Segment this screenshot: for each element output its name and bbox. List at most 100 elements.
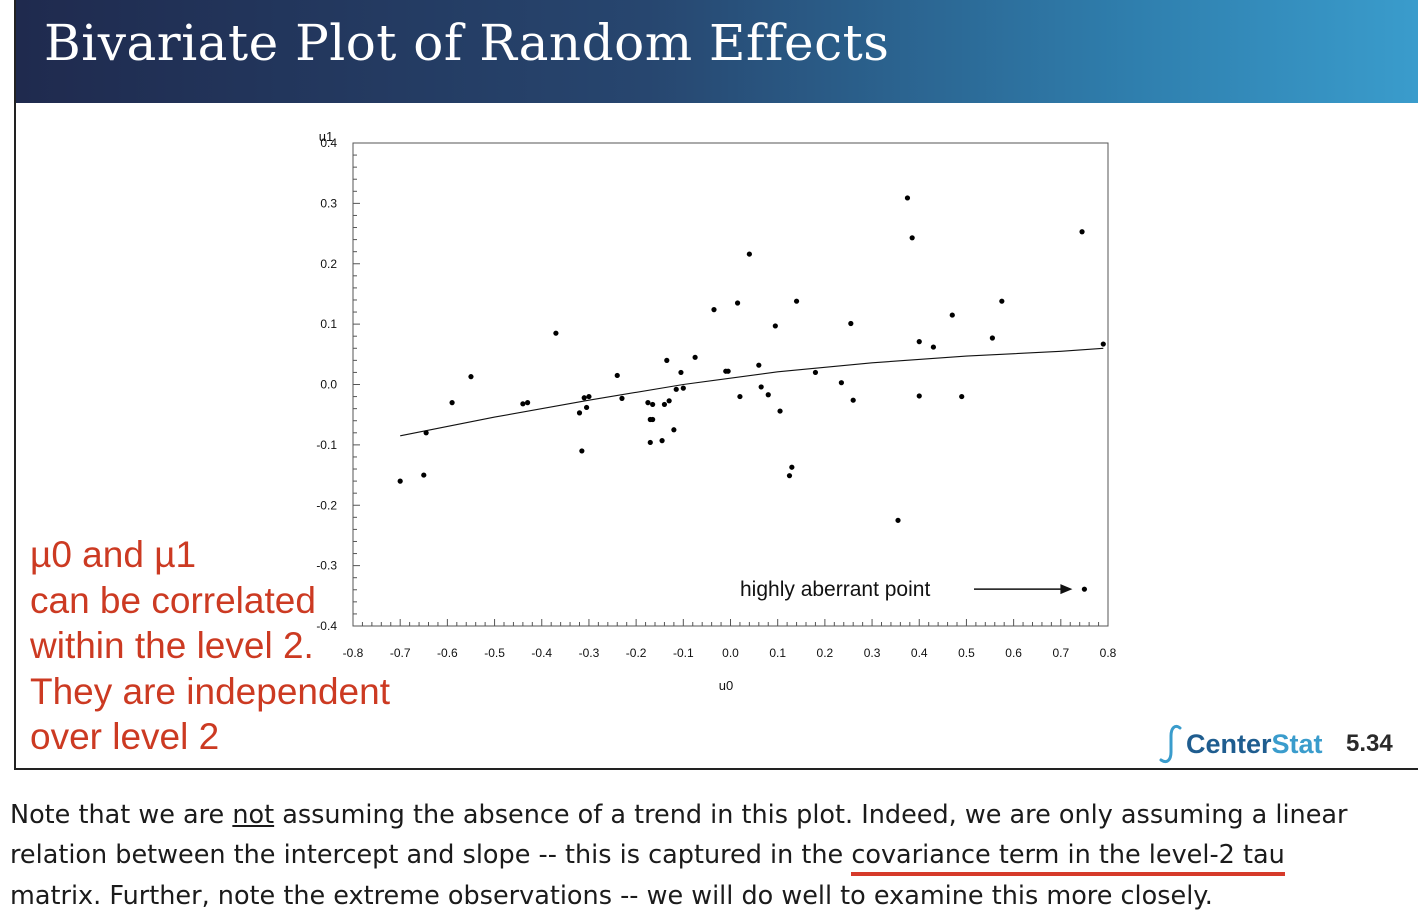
data-point xyxy=(848,320,854,327)
data-point xyxy=(1079,229,1085,235)
y-tick-label: 0.4 xyxy=(320,136,337,150)
x-tick-label: -0.8 xyxy=(343,646,364,660)
x-tick-label: -0.7 xyxy=(390,646,411,660)
x-tick-label: 0.5 xyxy=(958,646,975,660)
data-point xyxy=(734,300,741,306)
x-tick-label: -0.5 xyxy=(484,646,505,660)
data-point xyxy=(772,323,778,329)
x-axis-label: u0 xyxy=(719,678,733,693)
data-point xyxy=(1081,586,1088,592)
data-point xyxy=(619,395,625,401)
annotation-line: µ0 and µ1 xyxy=(30,534,197,575)
note-text: relation between the intercept and slope… xyxy=(10,840,852,870)
data-point xyxy=(999,298,1005,304)
x-tick-label: -0.1 xyxy=(673,646,694,660)
data-point xyxy=(1100,341,1106,347)
integral-icon xyxy=(1159,724,1182,764)
data-point xyxy=(449,400,455,406)
speaker-note: Note that we are not assuming the absenc… xyxy=(10,795,1414,916)
note-line-3: matrix. Further, note the extreme observ… xyxy=(10,881,1213,911)
data-point xyxy=(579,448,585,454)
data-point xyxy=(904,195,911,201)
x-tick-label: -0.4 xyxy=(531,646,552,660)
data-point xyxy=(678,369,684,376)
data-point xyxy=(756,362,762,368)
note-line-1: Note that we are not assuming the absenc… xyxy=(10,795,1414,835)
x-tick-label: 0.0 xyxy=(722,646,739,660)
slide-title: Bivariate Plot of Random Effects xyxy=(44,14,890,72)
slide: Bivariate Plot of Random Effects xyxy=(14,0,1418,770)
data-point xyxy=(645,400,651,406)
title-bar: Bivariate Plot of Random Effects xyxy=(16,0,1418,103)
y-axis-label: u1 xyxy=(319,129,333,144)
data-point xyxy=(959,393,965,400)
data-point xyxy=(909,235,915,241)
data-point xyxy=(553,330,559,336)
note-underlined-word: not xyxy=(232,800,275,830)
plot-frame xyxy=(352,142,1109,627)
data-point xyxy=(520,401,526,407)
data-point xyxy=(650,416,656,423)
data-point xyxy=(793,298,800,304)
data-point xyxy=(524,400,531,406)
x-tick-label: -0.3 xyxy=(579,646,600,660)
y-tick-label: 0.3 xyxy=(320,196,337,210)
data-point xyxy=(421,472,427,478)
y-tick-label: -0.4 xyxy=(316,619,337,633)
note-line-2: relation between the intercept and slope… xyxy=(10,835,1414,876)
data-point xyxy=(661,401,668,408)
data-point xyxy=(586,393,592,400)
data-point xyxy=(895,517,901,523)
data-point xyxy=(581,395,587,401)
data-point xyxy=(850,397,856,403)
y-tick-label: 0.2 xyxy=(320,257,337,271)
x-tick-label: 0.1 xyxy=(769,646,786,660)
data-point xyxy=(692,354,698,360)
data-point xyxy=(650,401,656,408)
annotation-line: They are independent xyxy=(30,670,390,712)
data-point xyxy=(666,398,672,404)
note-text: Note that we are xyxy=(10,800,233,830)
data-point xyxy=(659,438,665,444)
slide-number: 5.34 xyxy=(1346,730,1393,757)
x-tick-label: -0.6 xyxy=(437,646,458,660)
data-point xyxy=(614,372,620,379)
data-point xyxy=(737,393,743,400)
note-highlighted-phrase: covariance term in the level-2 tau xyxy=(851,838,1285,876)
y-tick-label: 0.1 xyxy=(320,317,337,331)
data-point xyxy=(949,312,955,318)
data-point xyxy=(777,408,783,414)
data-point xyxy=(916,339,922,345)
y-tick-label: 0.0 xyxy=(320,378,337,392)
x-tick-label: 0.6 xyxy=(1005,646,1022,660)
data-point xyxy=(765,392,771,398)
note-text: assuming the absence of a trend in this … xyxy=(274,800,1348,830)
data-point xyxy=(916,393,922,399)
aberrant-point-label: highly aberrant point xyxy=(740,578,930,601)
annotation-line: over level 2 xyxy=(30,716,220,757)
data-point xyxy=(786,473,793,479)
data-point xyxy=(397,478,403,484)
y-tick-label: -0.3 xyxy=(316,559,337,573)
x-tick-label: 0.8 xyxy=(1100,646,1117,660)
data-point xyxy=(576,410,583,416)
y-tick-label: -0.2 xyxy=(316,498,337,512)
data-point xyxy=(812,369,819,376)
data-point xyxy=(746,251,752,257)
x-tick-label: 0.7 xyxy=(1052,646,1069,660)
data-point xyxy=(647,439,653,446)
y-tick-label: -0.1 xyxy=(316,438,337,452)
data-point xyxy=(930,344,937,350)
data-point xyxy=(725,368,731,374)
x-tick-label: 0.2 xyxy=(817,646,834,660)
annotation-line: within the level 2. xyxy=(30,625,314,666)
annotation-line: can be correlated xyxy=(30,579,316,621)
data-point xyxy=(758,384,764,390)
data-point xyxy=(664,357,670,363)
data-point xyxy=(468,374,474,380)
arrow-head-icon xyxy=(1060,584,1073,595)
x-tick-label: -0.2 xyxy=(626,646,647,660)
logo-text-stat: Stat xyxy=(1271,728,1323,759)
data-point xyxy=(711,307,717,313)
data-point xyxy=(838,380,844,386)
